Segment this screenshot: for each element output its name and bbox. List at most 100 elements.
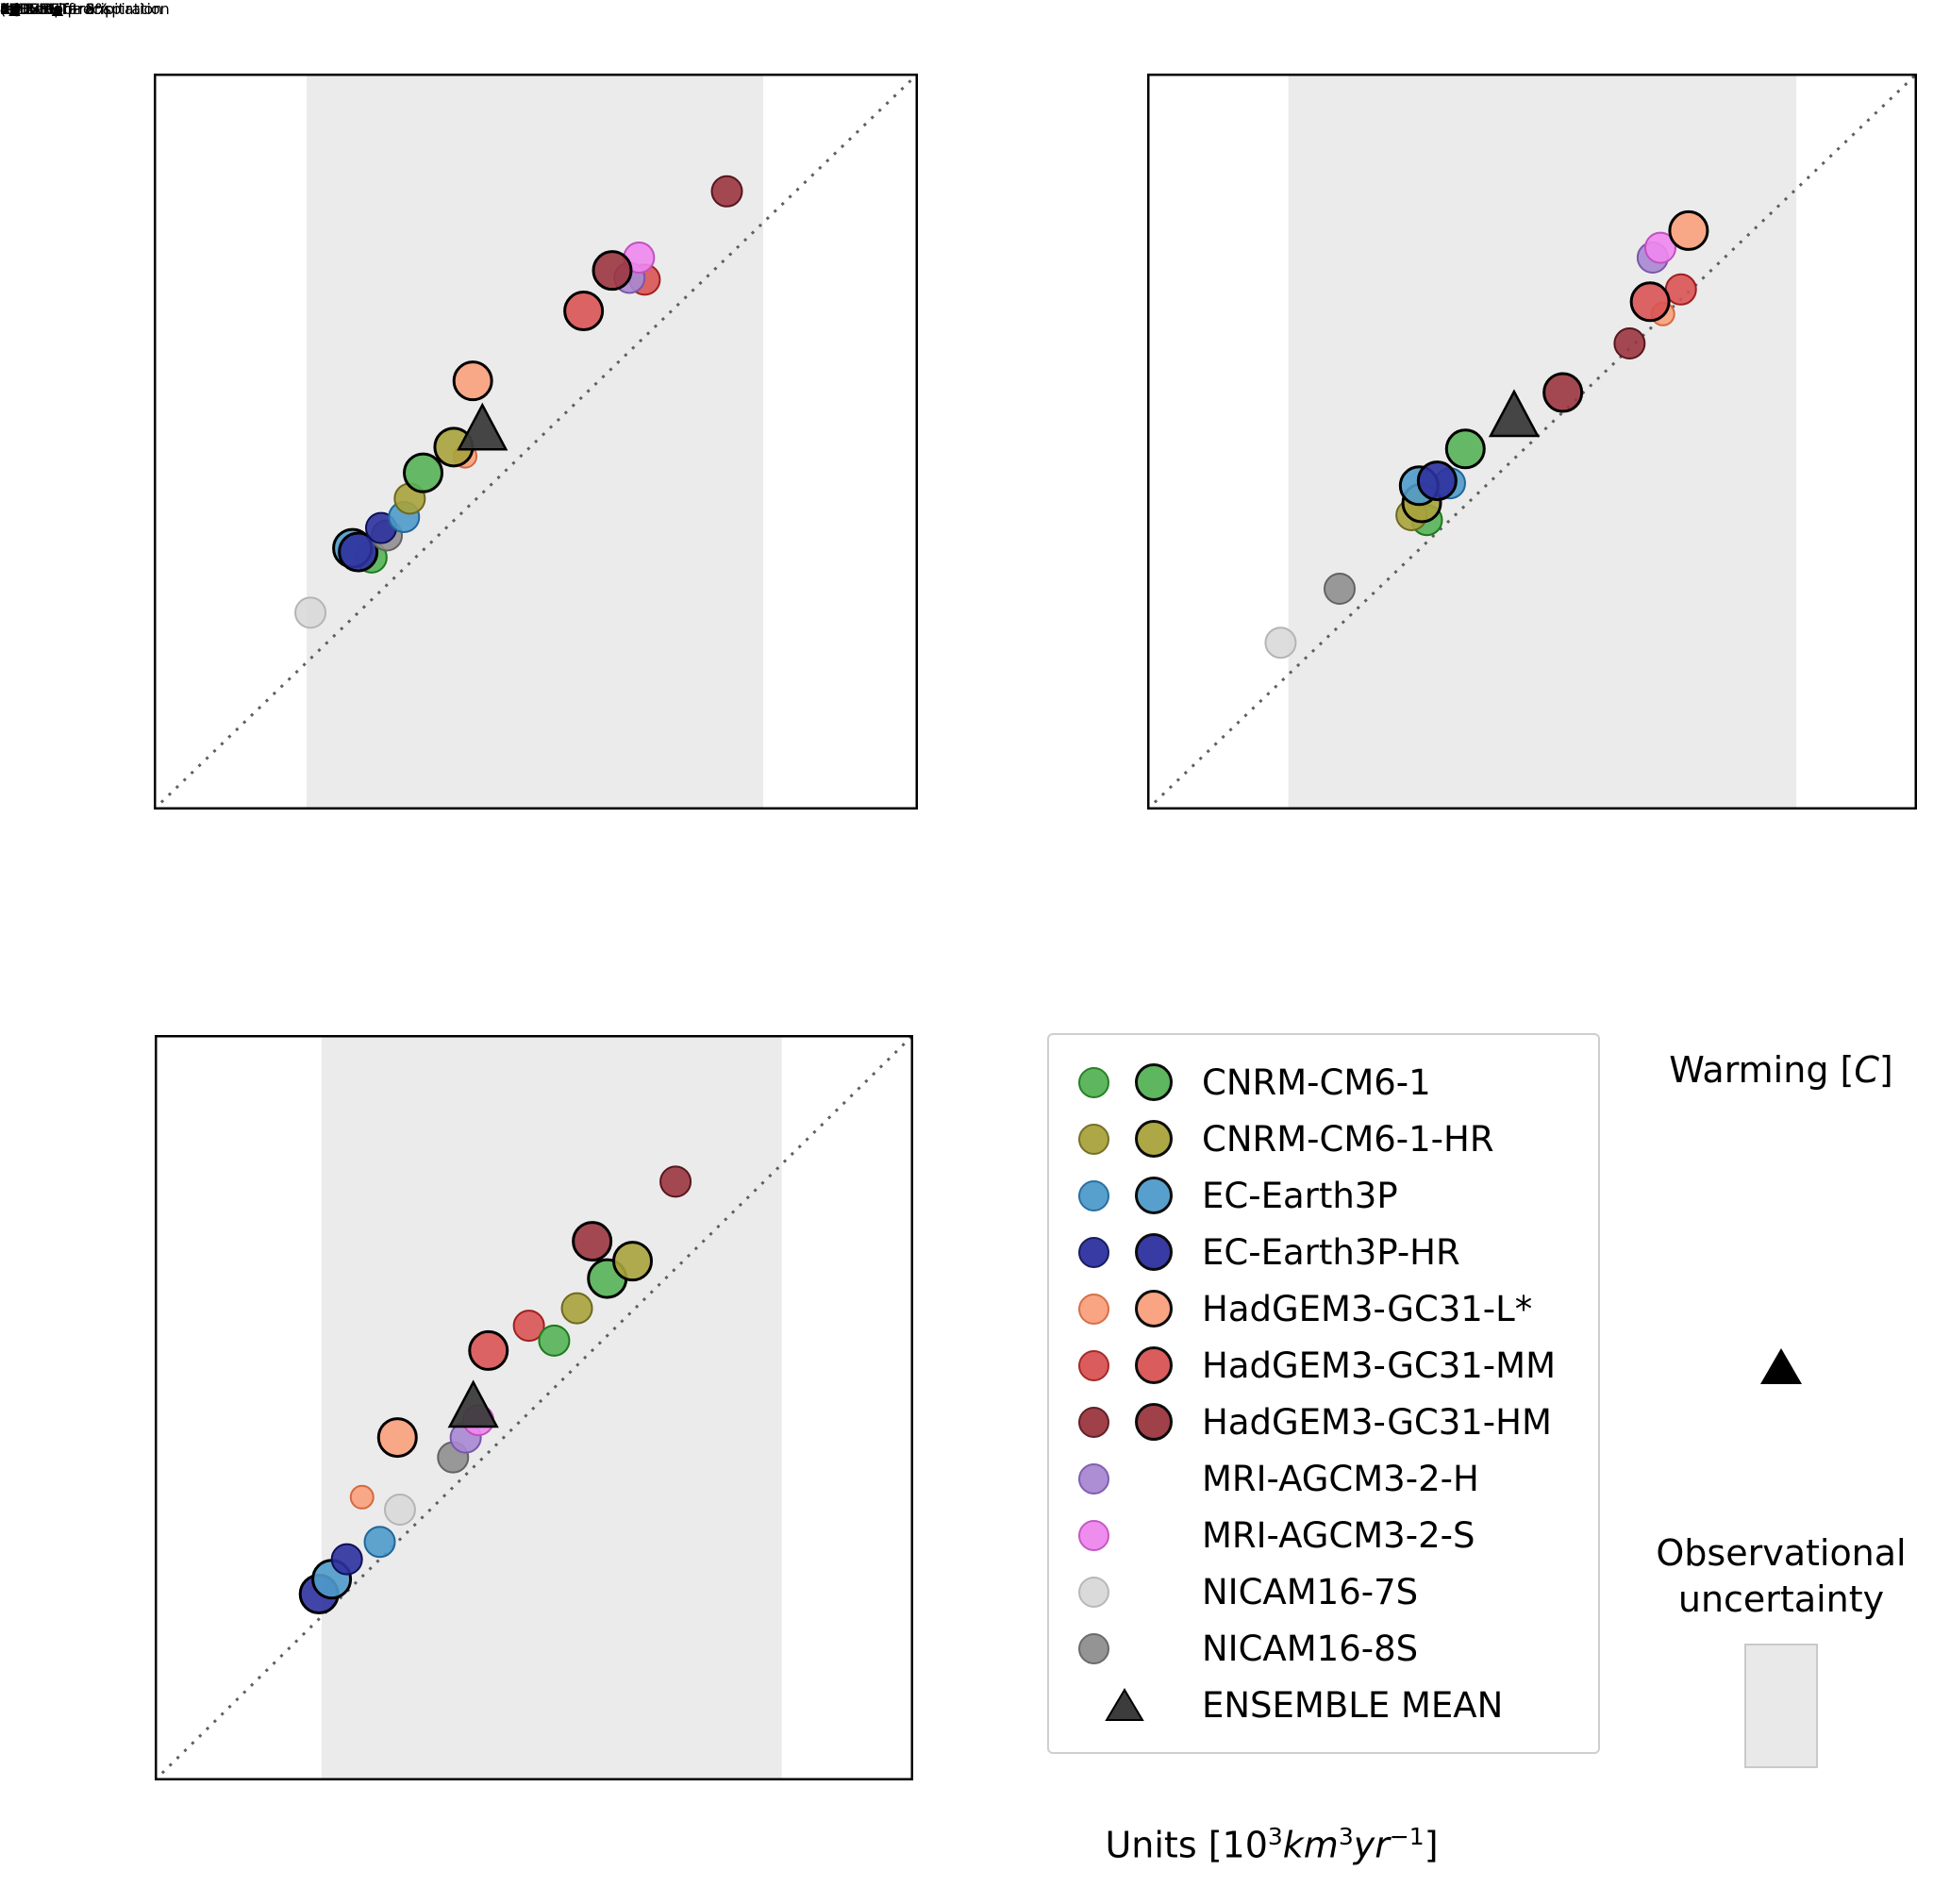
panel-c-xlabel: PRESENT [0, 0, 69, 18]
legend-label-HadGEM3-GC31-MM: HadGEM3-GC31-MM [1202, 1344, 1556, 1386]
legend-label-MRI-AGCM3-2-S: MRI-AGCM3-2-S [1202, 1514, 1475, 1556]
point-HadGEM3-GC31-HM-2 [1542, 372, 1584, 413]
point-CNRM-CM6-1-2 [1444, 428, 1486, 470]
warming-legend-title: Warming [C] [1669, 1049, 1893, 1091]
panel-b-ytick-label: 65 [0, 0, 20, 18]
panel-a-ytick-label: 120 [0, 0, 29, 18]
plot-frame [154, 74, 918, 810]
legend-swatch-large [1135, 1177, 1173, 1214]
identity-line [154, 74, 918, 810]
point-HadGEM3-GC31-HM-1.5 [659, 1165, 692, 1198]
panel-a-annotation: F▲ = P▲ + 3% [0, 0, 110, 18]
point-NICAM16-8S-1.5 [1324, 573, 1356, 605]
point-EC-Earth3P-1.5 [363, 1526, 396, 1559]
ensemble-mean-marker [457, 402, 508, 451]
panel-a-ytick-label: 100 [0, 0, 29, 18]
legend-label-HadGEM3-GC31-HM: HadGEM3-GC31-HM [1202, 1401, 1552, 1443]
legend-swatch-large [1135, 1346, 1173, 1384]
legend-swatch-large [1135, 1290, 1173, 1328]
legend-swatch-medium [1077, 1349, 1109, 1381]
panel-a-plot [154, 74, 918, 810]
point-NICAM16-7S-1.5 [294, 596, 327, 629]
panel-b-title: (b) Evapotranspiration [0, 0, 170, 18]
panel-a-ylabel: FUTURE [0, 0, 60, 18]
ensemble-mean-marker [447, 1379, 499, 1428]
legend-label-NICAM16-8S: NICAM16-8S [1202, 1628, 1419, 1669]
legend-label-HadGEM3-GC31-L*: HadGEM3-GC31-L* [1202, 1288, 1533, 1329]
panel-c-xtick-label: 50 [0, 0, 20, 18]
panel-b-ytick-label: 75 [0, 0, 20, 18]
plot-frame [155, 1035, 913, 1780]
panel-a-xlabel: PRESENT [0, 0, 69, 18]
panel-c-ytick-label: 45 [0, 0, 20, 18]
legend-swatch-medium [1077, 1519, 1109, 1551]
warming-level-label-+2: +2 [0, 0, 23, 18]
legend-swatch-medium [1077, 1179, 1109, 1211]
panel-c-xtick-label: 45 [0, 0, 20, 18]
point-HadGEM3-GC31-MM-2 [1629, 281, 1671, 323]
ensemble-mean-legend-icon [1105, 1688, 1144, 1721]
legend-item-EC-Earth3P-HR: EC-Earth3P-HR [1072, 1227, 1460, 1278]
point-HadGEM3-GC31-L*-2 [1668, 209, 1709, 251]
panel-c-ytick-label: 60 [0, 0, 20, 18]
legend-label-CNRM-CM6-1-HR: CNRM-CM6-1-HR [1202, 1118, 1494, 1160]
observational-band [321, 1035, 782, 1780]
legend-label-CNRM-CM6-1: CNRM-CM6-1 [1202, 1061, 1431, 1103]
legend-swatch-medium [1077, 1123, 1109, 1155]
legend-label-EC-Earth3P-HR: EC-Earth3P-HR [1202, 1231, 1460, 1273]
point-HadGEM3-GC31-L*-2 [376, 1417, 418, 1459]
legend-swatch-large [1135, 1120, 1173, 1158]
legend-swatch-large [1135, 1063, 1173, 1101]
point-HadGEM3-GC31-L*-1 [349, 1484, 375, 1510]
panel-a-xtick-label: 130 [0, 0, 29, 18]
legend-item-HadGEM3-GC31-HM: HadGEM3-GC31-HM [1072, 1396, 1552, 1447]
legend-item-ENSEMBLE MEAN: ENSEMBLE MEAN [1072, 1679, 1503, 1730]
observational-band [1288, 74, 1797, 810]
panel-b-ytick-label: 70 [0, 0, 20, 18]
legend-item-NICAM16-7S: NICAM16-7S [1072, 1566, 1418, 1617]
panel-b-xtick-label: 85 [0, 0, 20, 18]
panel-b-xtick-label: 70 [0, 0, 20, 18]
panel-b-ytick-label: 60 [0, 0, 20, 18]
legend-item-NICAM16-8S: NICAM16-8S [1072, 1623, 1418, 1674]
legend-item-CNRM-CM6-1: CNRM-CM6-1 [1072, 1057, 1431, 1108]
point-CNRM-CM6-1-1.5 [538, 1324, 571, 1357]
legend-swatch-large [1135, 1403, 1173, 1441]
panel-c-xtick-label: 40 [0, 0, 20, 18]
identity-line [155, 1035, 913, 1780]
point-HadGEM3-GC31-MM-2 [468, 1329, 509, 1371]
point-HadGEM3-GC31-HM-1.5 [1613, 327, 1646, 359]
point-HadGEM3-GC31-HM-2 [592, 250, 633, 292]
panel-c-ytick-label: 55 [0, 0, 20, 18]
panel-c-xtick-label: 60 [0, 0, 20, 18]
point-EC-Earth3P-HR-2 [338, 531, 379, 573]
legend-item-HadGEM3-GC31-MM: HadGEM3-GC31-MM [1072, 1340, 1556, 1391]
panel-c-annotation: F▲ = P▲ + 6% [0, 0, 110, 18]
point-HadGEM3-GC31-MM-1.5 [1664, 273, 1697, 306]
panel-b-xtick-label: 65 [0, 0, 20, 18]
point-HadGEM3-GC31-HM-2 [572, 1221, 613, 1262]
legend-item-MRI-AGCM3-2-H: MRI-AGCM3-2-H [1072, 1453, 1479, 1504]
panel-c-ylabel: FUTURE [0, 0, 60, 18]
panel-c-ytick-label: 35 [0, 0, 20, 18]
panel-b-ytick-label: 85 [0, 0, 20, 18]
legend-swatch-medium [1077, 1632, 1109, 1664]
ensemble-mean-marker [1488, 389, 1541, 438]
legend-swatch-medium [1077, 1293, 1109, 1325]
model-legend: CNRM-CM6-1 CNRM-CM6-1-HR EC-Earth3P EC-Eart… [1047, 1033, 1600, 1754]
panel-c-ytick-label: 40 [0, 0, 20, 18]
panel-a-ytick-label: 140 [0, 0, 29, 18]
identity-line [1147, 74, 1917, 810]
legend-item-EC-Earth3P: EC-Earth3P [1072, 1170, 1398, 1221]
point-EC-Earth3P-HR-2 [1416, 460, 1458, 502]
point-MRI-AGCM3-2-S-1.5 [1644, 231, 1676, 264]
panel-b-xtick-label: 75 [0, 0, 20, 18]
point-NICAM16-7S-1.5 [383, 1493, 416, 1526]
panel-a-xtick-label: 120 [0, 0, 29, 18]
panel-c-xtick-label: 55 [0, 0, 20, 18]
point-NICAM16-7S-1.5 [1264, 626, 1297, 660]
panel-a-ytick-label: 130 [0, 0, 29, 18]
legend-item-CNRM-CM6-1-HR: CNRM-CM6-1-HR [1072, 1113, 1494, 1164]
point-HadGEM3-GC31-MM-2 [563, 291, 605, 332]
legend-swatch-medium [1077, 1406, 1109, 1438]
